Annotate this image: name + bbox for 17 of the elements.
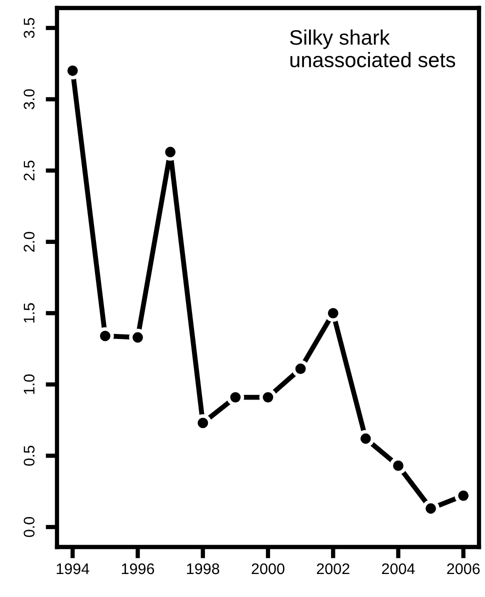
- y-tick-label: 1.5: [24, 303, 35, 323]
- x-tick-label: 1996: [122, 563, 154, 574]
- y-tick-label: 2.5: [24, 160, 35, 180]
- x-tick-label: 1994: [56, 563, 90, 574]
- point: [390, 457, 407, 474]
- y-tick-label: 2.0: [24, 232, 35, 252]
- x-tick-label: 2006: [447, 563, 480, 574]
- y-tick-label: 3.5: [24, 18, 35, 38]
- y-tick-label: 0.0: [24, 517, 35, 538]
- y-tick-label: 0.5: [24, 446, 35, 466]
- y-tick-label: 3.0: [24, 89, 35, 110]
- annotation: Silky shark unassociated sets: [290, 30, 456, 68]
- x-tick-label: 2000: [252, 563, 284, 574]
- x-tick-label: 2004: [382, 563, 415, 574]
- y-tick-label: 1.0: [24, 374, 35, 394]
- x-tick-label: 2002: [316, 563, 350, 574]
- x-tick-label: 1998: [187, 563, 220, 574]
